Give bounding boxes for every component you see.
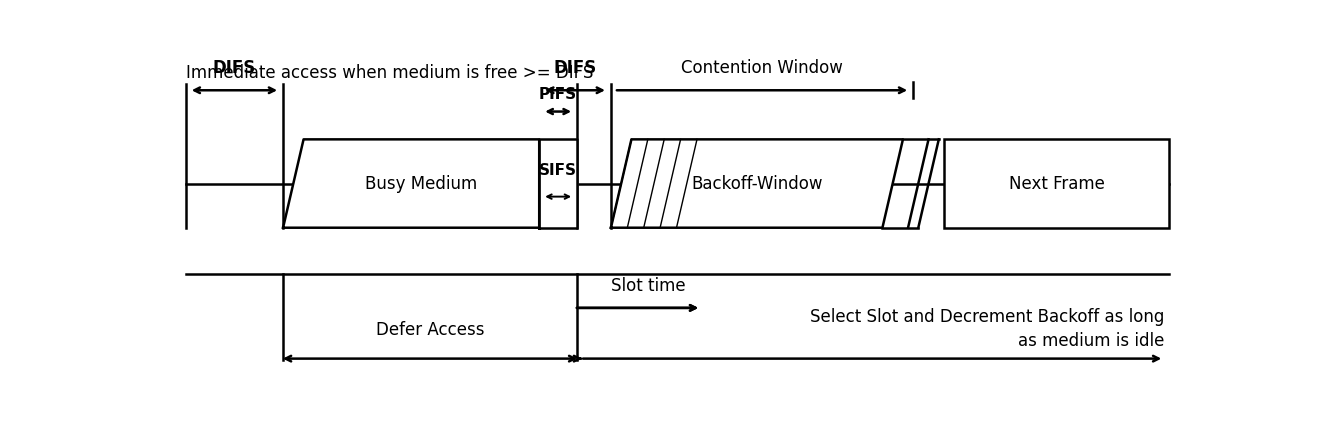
Polygon shape [539, 139, 578, 228]
Text: Busy Medium: Busy Medium [365, 175, 477, 193]
Bar [944, 139, 1169, 228]
Text: DIFS: DIFS [554, 59, 596, 77]
Polygon shape [283, 139, 539, 228]
Text: SIFS: SIFS [539, 163, 578, 178]
Text: Contention Window: Contention Window [681, 59, 843, 77]
Text: Slot time: Slot time [611, 277, 685, 295]
Text: DIFS: DIFS [213, 59, 256, 77]
Text: Next Frame: Next Frame [1009, 175, 1105, 193]
Text: Immediate access when medium is free >= DIFS: Immediate access when medium is free >= … [185, 64, 594, 82]
Text: as medium is idle: as medium is idle [1018, 332, 1165, 351]
Text: PIFS: PIFS [539, 87, 578, 102]
Text: Defer Access: Defer Access [375, 321, 484, 339]
Polygon shape [611, 139, 903, 228]
Text: Backoff-Window: Backoff-Window [691, 175, 822, 193]
Text: Select Slot and Decrement Backoff as long: Select Slot and Decrement Backoff as lon… [810, 308, 1165, 326]
